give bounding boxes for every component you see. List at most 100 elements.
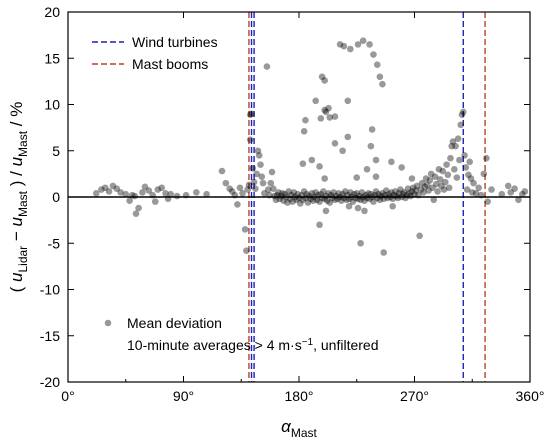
data-point bbox=[139, 189, 146, 196]
data-point bbox=[450, 165, 458, 173]
y-tick-label: 10 bbox=[44, 97, 60, 113]
data-point bbox=[339, 190, 346, 198]
data-point bbox=[322, 192, 330, 200]
data-point bbox=[372, 188, 380, 195]
data-point bbox=[288, 191, 295, 199]
data-point bbox=[354, 204, 362, 212]
data-point bbox=[511, 185, 518, 192]
data-point bbox=[290, 189, 298, 196]
legend-marker bbox=[104, 319, 112, 327]
data-point bbox=[448, 142, 456, 150]
data-point bbox=[126, 197, 133, 204]
data-point bbox=[317, 190, 325, 198]
data-point bbox=[436, 176, 444, 183]
data-point bbox=[347, 45, 354, 53]
y-tick-label: 15 bbox=[44, 50, 60, 66]
data-point bbox=[267, 179, 275, 187]
data-point bbox=[293, 196, 300, 204]
data-point bbox=[439, 167, 447, 175]
data-point bbox=[407, 192, 414, 200]
data-point bbox=[336, 193, 344, 201]
data-point bbox=[285, 188, 293, 195]
data-point bbox=[459, 108, 467, 116]
data-point bbox=[151, 198, 159, 205]
data-point bbox=[193, 189, 200, 196]
data-point bbox=[504, 182, 512, 190]
data-point bbox=[281, 190, 289, 198]
x-tick-label: 180° bbox=[285, 388, 314, 404]
data-point bbox=[167, 190, 174, 198]
x-tick-label: 270° bbox=[400, 388, 429, 404]
data-point bbox=[363, 165, 371, 173]
data-point bbox=[424, 181, 431, 189]
data-point bbox=[443, 161, 450, 168]
data-point bbox=[408, 175, 416, 182]
data-point bbox=[381, 191, 389, 199]
data-point bbox=[338, 197, 345, 204]
data-point bbox=[370, 198, 377, 205]
data-point bbox=[420, 189, 427, 196]
data-point bbox=[325, 190, 332, 197]
axis-ticks: 0° 90° 180° 270° 360° 20 15 10 5 0 -5 -10 -15 -20 bbox=[40, 4, 545, 404]
data-point bbox=[480, 170, 488, 178]
data-point bbox=[416, 232, 423, 240]
data-point bbox=[359, 37, 367, 44]
data-point bbox=[354, 195, 362, 203]
data-point bbox=[343, 196, 350, 204]
data-point bbox=[462, 164, 470, 171]
data-point bbox=[483, 154, 490, 162]
data-point bbox=[316, 163, 323, 170]
data-point bbox=[321, 195, 328, 203]
data-point bbox=[302, 116, 309, 124]
data-point bbox=[286, 195, 294, 203]
data-point bbox=[398, 164, 405, 171]
data-point bbox=[452, 142, 459, 150]
data-point bbox=[367, 142, 375, 150]
x-tick-label: 0° bbox=[61, 388, 74, 404]
data-point bbox=[317, 115, 325, 122]
data-point bbox=[357, 239, 364, 247]
data-point bbox=[308, 190, 316, 197]
data-point bbox=[390, 191, 398, 199]
data-point bbox=[398, 193, 405, 201]
data-point bbox=[255, 152, 263, 159]
x-tick-label: 90° bbox=[173, 388, 194, 404]
data-point bbox=[362, 191, 370, 199]
legend-reference-lines: Wind turbines Mast booms bbox=[92, 34, 218, 72]
data-point bbox=[105, 188, 113, 195]
data-point bbox=[354, 41, 362, 48]
data-point bbox=[477, 191, 485, 199]
data-point bbox=[421, 183, 429, 191]
legend-note: 10-minute averages > 4 m·s−1, unfiltered bbox=[127, 337, 378, 353]
y-title-sub-mast: Mast bbox=[16, 190, 30, 217]
data-point bbox=[386, 193, 394, 201]
data-point bbox=[272, 196, 280, 204]
data-point bbox=[173, 192, 181, 200]
data-point bbox=[361, 197, 368, 204]
data-point bbox=[246, 111, 254, 118]
data-point bbox=[353, 174, 361, 181]
data-point bbox=[344, 133, 352, 141]
data-point bbox=[454, 135, 462, 143]
y-tick-label: -10 bbox=[40, 282, 60, 298]
data-point bbox=[245, 181, 253, 189]
data-point bbox=[336, 41, 344, 48]
data-point bbox=[418, 179, 426, 187]
data-point bbox=[162, 190, 169, 197]
data-point bbox=[379, 190, 386, 197]
data-point bbox=[321, 106, 328, 114]
data-point bbox=[258, 173, 266, 180]
data-point bbox=[409, 184, 417, 192]
data-point bbox=[394, 194, 402, 202]
data-point bbox=[488, 186, 495, 193]
data-point bbox=[92, 190, 100, 197]
data-point bbox=[457, 121, 465, 129]
y-title-minus: − bbox=[7, 226, 26, 245]
data-point bbox=[417, 186, 425, 193]
y-title-u-mast: u bbox=[7, 216, 26, 226]
data-point bbox=[445, 184, 453, 192]
data-point bbox=[359, 193, 367, 201]
data-point bbox=[323, 197, 331, 204]
data-point bbox=[132, 210, 140, 217]
